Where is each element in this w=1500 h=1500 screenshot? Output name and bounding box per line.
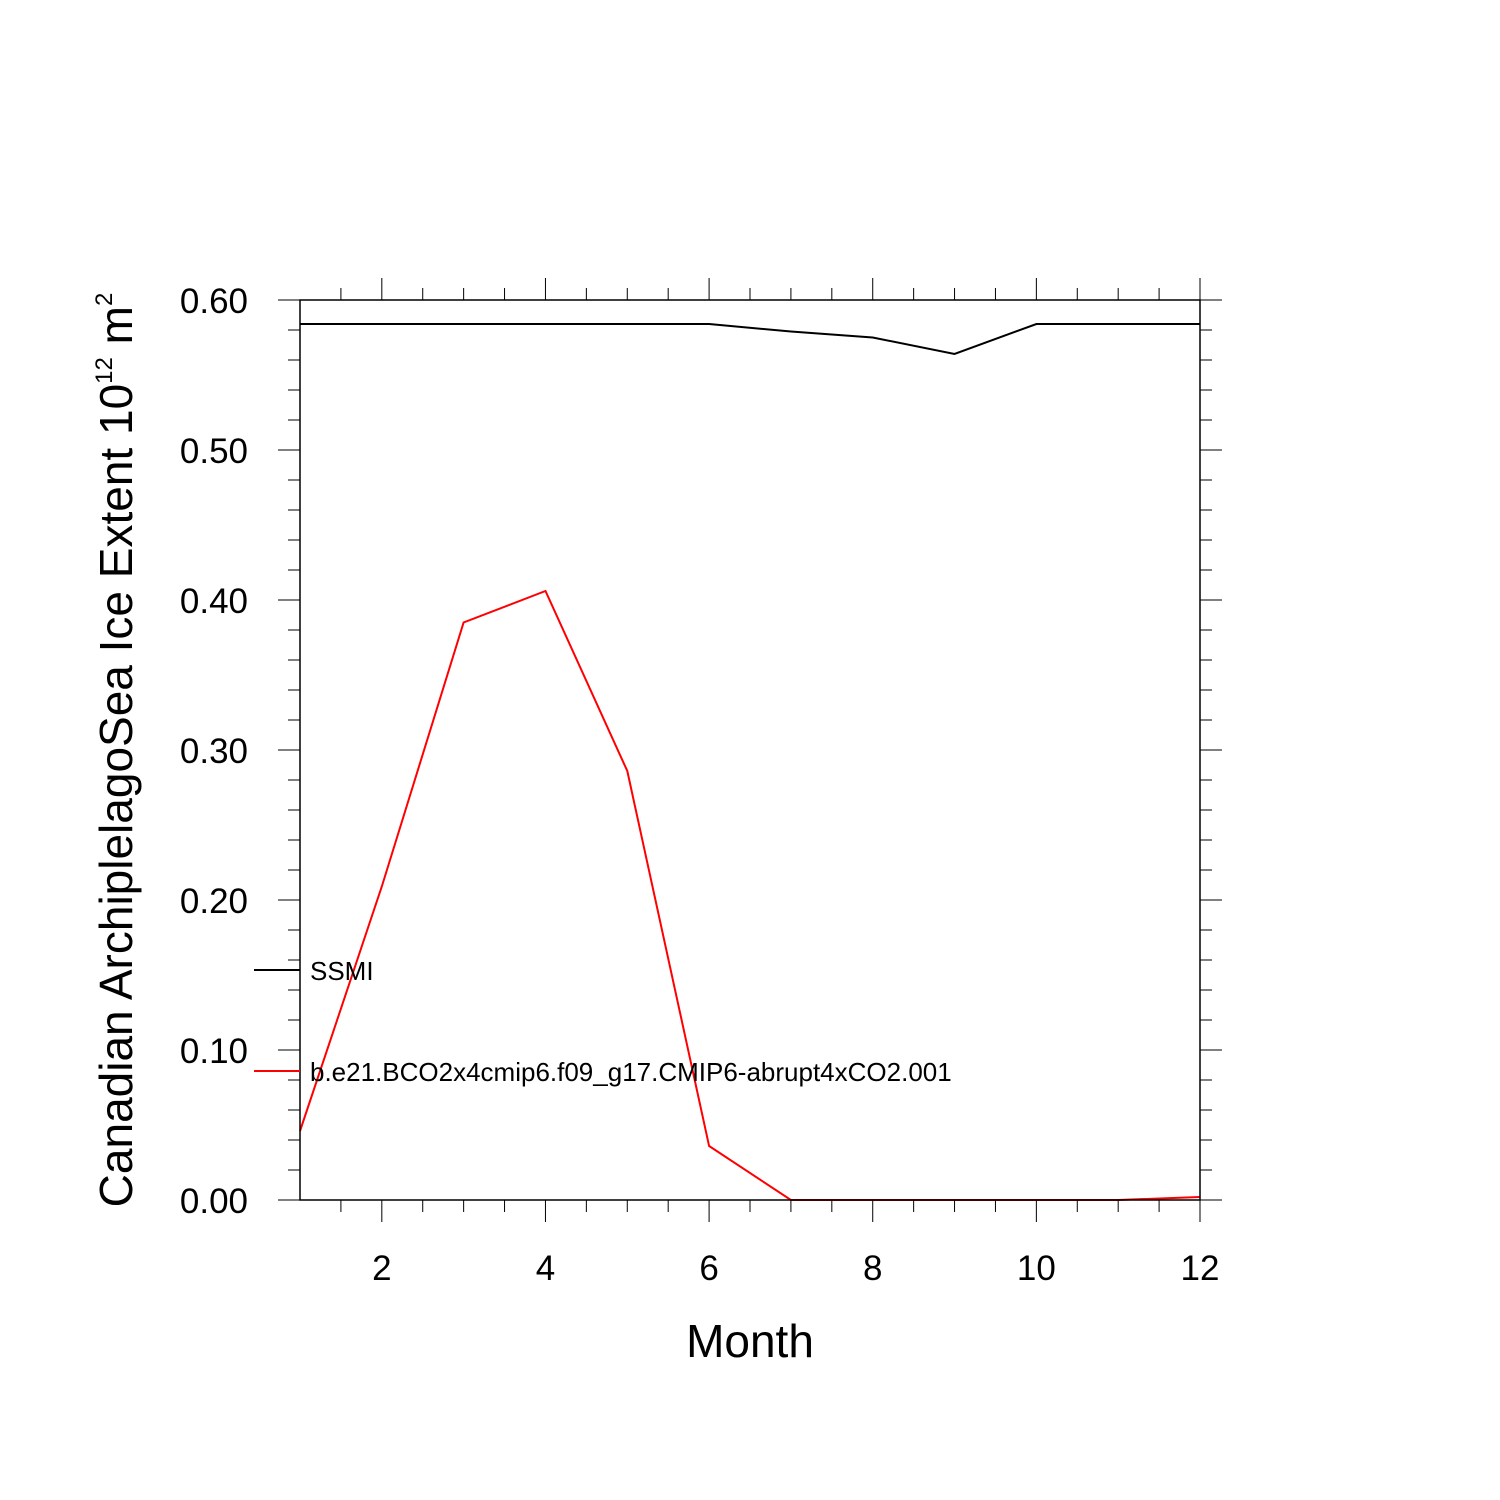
x-tick-label: 10 — [1017, 1249, 1056, 1288]
y-axis-title-unit-exponent: 2 — [91, 293, 118, 306]
series-line-0 — [300, 323, 1200, 356]
labels-layer: 2 4 6 8 10 12 0.00 0.10 0.20 0.30 0.40 0.50 0.60 — [180, 282, 1220, 1288]
y-tick-label: 0.10 — [180, 1032, 248, 1071]
y-tick-label: 0.20 — [180, 882, 248, 921]
legend: SSMI b.e21.BCO2x4cmip6.f09_g17.CMIP6-abru… — [254, 956, 952, 1087]
y-tick-label: 0.30 — [180, 732, 248, 771]
x-tick-label: 12 — [1181, 1249, 1220, 1288]
x-axis-title: Month — [686, 1315, 814, 1367]
y-tick-label: 0.00 — [180, 1182, 248, 1221]
x-tick-label: 2 — [372, 1249, 391, 1288]
y-tick-label: 0.60 — [180, 282, 248, 321]
y-tick-label: 0.40 — [180, 582, 248, 621]
y-axis-title-exponent: 12 — [91, 357, 118, 384]
x-tick-label: 4 — [536, 1249, 555, 1288]
y-axis-title: Canadian ArchiplelagoSea Ice Extent 1012… — [90, 293, 142, 1208]
legend-label-1: b.e21.BCO2x4cmip6.f09_g17.CMIP6-abrupt4x… — [310, 1057, 952, 1087]
y-axis-title-main: Canadian ArchiplelagoSea Ice Extent 10 — [90, 384, 142, 1207]
x-tick-label: 8 — [863, 1249, 882, 1288]
y-tick-label: 0.50 — [180, 432, 248, 471]
legend-label-0: SSMI — [310, 956, 374, 986]
ticks-layer — [278, 278, 1222, 1222]
series-line-1 — [299, 589, 1201, 1201]
y-axis-title-unit: m — [90, 306, 142, 357]
x-tick-label: 6 — [699, 1249, 718, 1288]
